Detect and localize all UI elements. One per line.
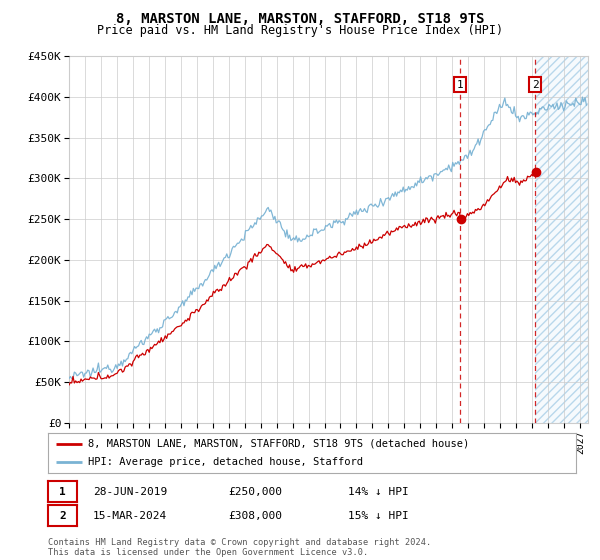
Text: 2: 2 [532, 80, 539, 90]
Text: Contains HM Land Registry data © Crown copyright and database right 2024.
This d: Contains HM Land Registry data © Crown c… [48, 538, 431, 557]
Text: 8, MARSTON LANE, MARSTON, STAFFORD, ST18 9TS (detached house): 8, MARSTON LANE, MARSTON, STAFFORD, ST18… [88, 439, 469, 449]
Text: 1: 1 [59, 487, 66, 497]
Text: 1: 1 [457, 80, 464, 90]
Text: 15% ↓ HPI: 15% ↓ HPI [348, 511, 409, 521]
Text: £250,000: £250,000 [228, 487, 282, 497]
Text: HPI: Average price, detached house, Stafford: HPI: Average price, detached house, Staf… [88, 458, 362, 467]
Text: £308,000: £308,000 [228, 511, 282, 521]
Bar [535, 56, 588, 423]
Text: 28-JUN-2019: 28-JUN-2019 [93, 487, 167, 497]
Text: 8, MARSTON LANE, MARSTON, STAFFORD, ST18 9TS: 8, MARSTON LANE, MARSTON, STAFFORD, ST18… [116, 12, 484, 26]
Text: 14% ↓ HPI: 14% ↓ HPI [348, 487, 409, 497]
Bar [535, 56, 588, 423]
Text: Price paid vs. HM Land Registry's House Price Index (HPI): Price paid vs. HM Land Registry's House … [97, 24, 503, 36]
Text: 15-MAR-2024: 15-MAR-2024 [93, 511, 167, 521]
Text: 2: 2 [59, 511, 66, 521]
